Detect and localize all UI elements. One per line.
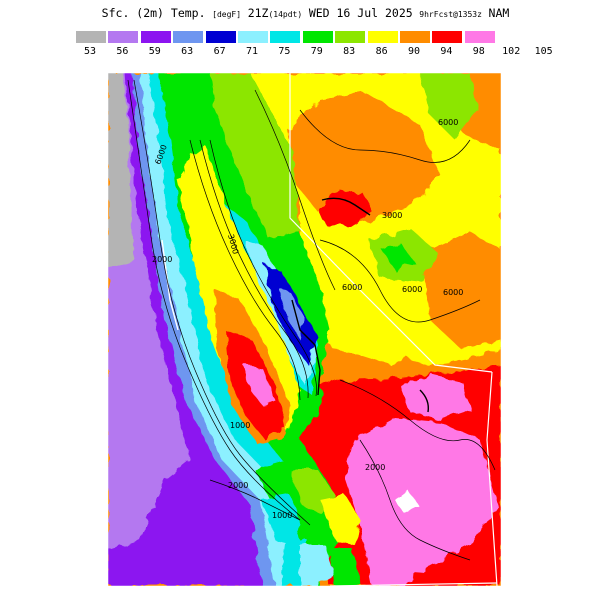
contour-line — [133, 79, 311, 526]
contour-line-bold — [291, 299, 321, 396]
legend-swatch — [270, 31, 301, 43]
contour-label: 2000 — [228, 481, 248, 490]
contour-line — [189, 139, 301, 401]
contour-label: 3000 — [382, 211, 402, 220]
az-border — [486, 371, 498, 586]
lightgreen-north — [420, 73, 478, 140]
contour-line — [127, 79, 301, 521]
legend-label: 67 — [213, 46, 226, 57]
contour-line-bold — [419, 389, 430, 413]
legend-label: 59 — [148, 46, 161, 57]
orange-region-east — [420, 232, 501, 350]
white-hot-spot — [395, 490, 418, 512]
socal-yellow — [320, 495, 360, 545]
contour-label: 6000 — [443, 288, 463, 297]
contour-label: 6000 — [438, 118, 458, 127]
legend-label: 90 — [407, 46, 421, 57]
green-plateau — [382, 244, 414, 272]
contour-label: 6000 — [402, 285, 422, 294]
legend-swatch — [205, 31, 236, 43]
legend-swatch — [464, 31, 495, 43]
title-model: NAM — [488, 6, 510, 20]
valley-pink — [243, 365, 275, 405]
legend-label: 86 — [375, 46, 388, 57]
contour-line — [319, 239, 481, 323]
legend-label: 102 — [502, 46, 521, 57]
contour-line — [209, 479, 301, 521]
legend-swatch — [400, 31, 430, 43]
legend-label: 53 — [83, 46, 97, 57]
socal-lightcyan — [300, 545, 335, 586]
orange-region-north — [288, 92, 440, 222]
map-title: Sfc. (2m) Temp. [degF] 21Z(14pdt) WED 16… — [0, 6, 611, 20]
pink-desert-north — [400, 375, 470, 420]
legend-label: 105 — [534, 46, 553, 57]
contour-line — [209, 139, 317, 397]
contour-lines — [127, 79, 496, 561]
legend-swatch — [238, 31, 268, 43]
legend-label: 83 — [343, 46, 356, 57]
contour-line — [359, 439, 471, 561]
contour-label: 1000 — [272, 511, 292, 520]
title-valid-detail: (14pdt) — [268, 10, 303, 19]
ocean-gray-north — [108, 73, 134, 268]
legend-swatch — [76, 31, 106, 43]
legend-label: 71 — [245, 46, 259, 57]
socal-green-coast — [330, 548, 362, 586]
title-forecast: 9hrFcst@1353z — [419, 10, 482, 19]
legend-label: 63 — [181, 46, 194, 57]
contour-line — [199, 139, 309, 399]
legend-label: 79 — [310, 46, 323, 57]
legend-swatch — [335, 31, 366, 43]
contour-line — [339, 379, 496, 471]
contour-label: 2000 — [365, 463, 385, 472]
legend-label: 75 — [278, 46, 291, 57]
map-frame — [107, 72, 502, 587]
pink-desert — [345, 418, 498, 586]
contour-line — [254, 89, 336, 291]
map-area: 6000 6000 3000 6000 6000 6000 3000 2000 … — [108, 73, 501, 586]
title-field: Sfc. (2m) Temp. — [101, 6, 206, 20]
legend-swatch — [302, 31, 333, 43]
legend-swatch — [173, 31, 204, 43]
contour-line-bold — [321, 197, 371, 216]
title-valid-time: 21Z — [247, 6, 269, 20]
state-boundaries — [161, 73, 498, 586]
legend-label: 98 — [472, 46, 485, 57]
legend-swatch — [432, 31, 463, 43]
coastal-lightgreen-north — [210, 73, 300, 240]
title-units: [degF] — [212, 10, 242, 19]
legend-swatch — [367, 31, 398, 43]
contour-label: 2000 — [152, 255, 172, 264]
ca-nv-border — [289, 73, 493, 373]
mexico-border — [329, 582, 498, 586]
legend-label: 56 — [116, 46, 129, 57]
title-date: WED 16 Jul 2025 — [308, 6, 413, 20]
color-legend: 53 56 59 63 67 71 75 79 83 86 90 94 98 102 105 — [0, 0, 611, 70]
legend-swatch — [108, 31, 139, 43]
legend-swatch — [140, 31, 171, 43]
ca-coast-boundary — [161, 239, 179, 331]
contour-label: 6000 — [342, 283, 362, 292]
contour-label: 1000 — [230, 421, 250, 430]
contour-lines-bold — [291, 197, 430, 413]
legend-label: 94 — [440, 46, 453, 57]
contour-line — [299, 109, 471, 163]
